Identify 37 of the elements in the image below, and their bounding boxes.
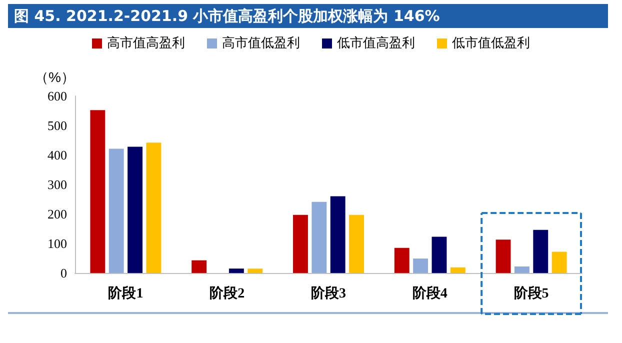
y-axis-title: （%） (34, 69, 75, 85)
y-tick-label: 500 (48, 118, 67, 133)
legend-label: 高市值低盈利 (222, 35, 300, 51)
bar (312, 202, 327, 273)
y-tick-label: 0 (60, 266, 67, 280)
chart-title: 图 45. 2021.2-2021.9 小市值高盈利个股加权涨幅为 146% (8, 4, 608, 28)
bar (108, 148, 124, 273)
x-tick-label: 阶段2 (210, 286, 245, 302)
legend-label: 高市值高盈利 (107, 35, 185, 51)
y-tick-label: 600 (48, 88, 67, 104)
bar (128, 146, 143, 273)
bar (432, 236, 447, 273)
y-tick-label: 300 (48, 177, 67, 192)
y-tick-label: 200 (48, 206, 67, 222)
bar (349, 214, 364, 273)
bar (146, 142, 162, 273)
bar (394, 248, 410, 273)
y-tick-label: 100 (48, 236, 67, 251)
legend-label: 低市值高盈利 (337, 35, 415, 51)
bar (552, 252, 567, 273)
bar (413, 258, 428, 273)
x-tick-label: 阶段1 (108, 286, 144, 302)
x-tick-label: 阶段3 (311, 286, 346, 302)
x-tick-label: 阶段4 (412, 286, 448, 302)
bar (514, 266, 530, 273)
bar (330, 196, 346, 273)
y-tick-label: 400 (48, 148, 67, 162)
bar (192, 260, 207, 273)
bar (496, 240, 511, 273)
legend-label: 低市值低盈利 (452, 36, 530, 51)
x-tick-label: 阶段5 (514, 286, 549, 302)
bar (450, 267, 466, 273)
bar (293, 214, 308, 273)
bar (228, 268, 244, 273)
bar (90, 110, 106, 273)
bar (533, 230, 548, 273)
bar (248, 268, 263, 273)
